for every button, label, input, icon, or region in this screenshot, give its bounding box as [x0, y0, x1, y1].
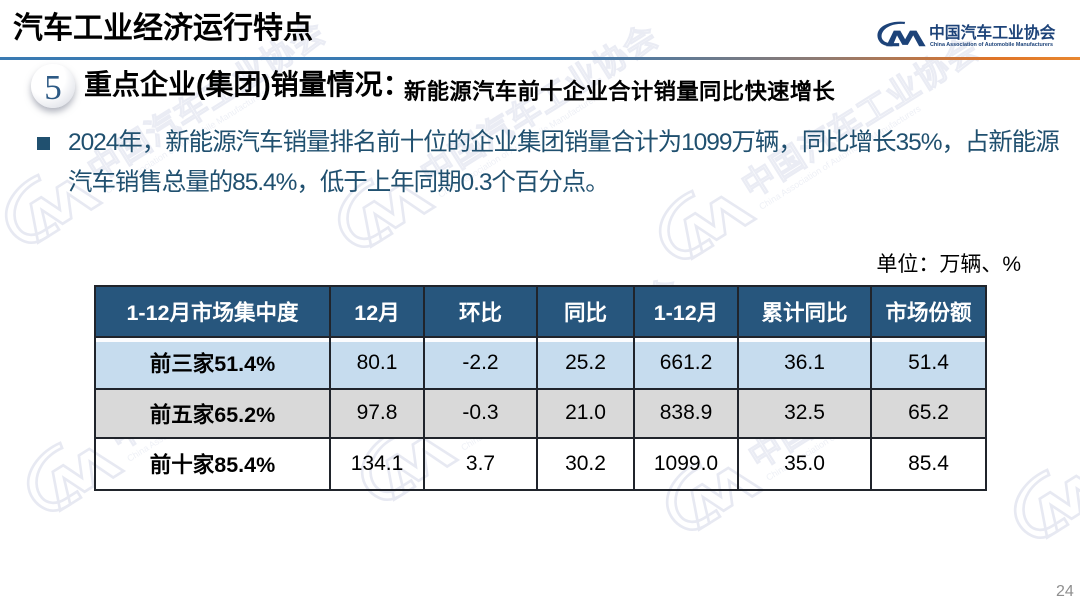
svg-text:China Association of Automobil: China Association of Automobile Manufact… [930, 42, 1053, 48]
svg-text:中国汽车工业协会: 中国汽车工业协会 [929, 23, 1056, 42]
